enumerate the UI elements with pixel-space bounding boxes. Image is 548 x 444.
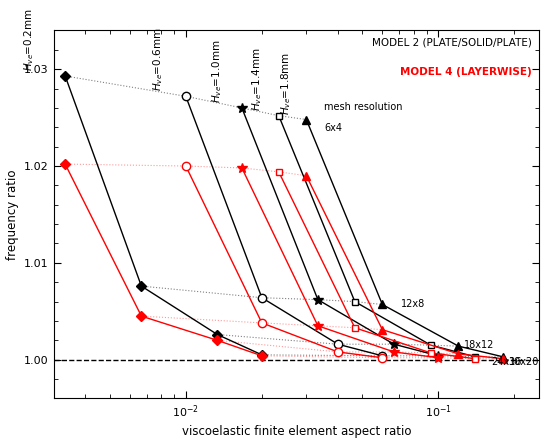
Text: MODEL 4 (LAYERWISE): MODEL 4 (LAYERWISE): [400, 67, 532, 77]
Text: 18x12: 18x12: [464, 340, 494, 350]
Text: 12x8: 12x8: [401, 298, 425, 309]
Text: 30x20: 30x20: [508, 357, 539, 367]
Text: 24x16: 24x16: [492, 357, 522, 367]
Text: $H_{ve}$=1.4mm: $H_{ve}$=1.4mm: [250, 48, 264, 111]
Text: $H_{ve}$=0.6mm: $H_{ve}$=0.6mm: [152, 28, 165, 91]
Text: MODEL 2 (PLATE/SOLID/PLATE): MODEL 2 (PLATE/SOLID/PLATE): [372, 38, 532, 48]
Text: 6x4: 6x4: [324, 123, 342, 133]
Text: $H_{ve}$=1.0mm: $H_{ve}$=1.0mm: [210, 40, 224, 103]
Text: $H_{ve}$=1.8mm: $H_{ve}$=1.8mm: [279, 52, 293, 115]
X-axis label: viscoelastic finite element aspect ratio: viscoelastic finite element aspect ratio: [181, 425, 411, 438]
Text: $H_{ve}$=0.2mm: $H_{ve}$=0.2mm: [22, 8, 36, 71]
Y-axis label: frequency ratio: frequency ratio: [5, 169, 19, 260]
Text: mesh resolution: mesh resolution: [324, 102, 403, 112]
